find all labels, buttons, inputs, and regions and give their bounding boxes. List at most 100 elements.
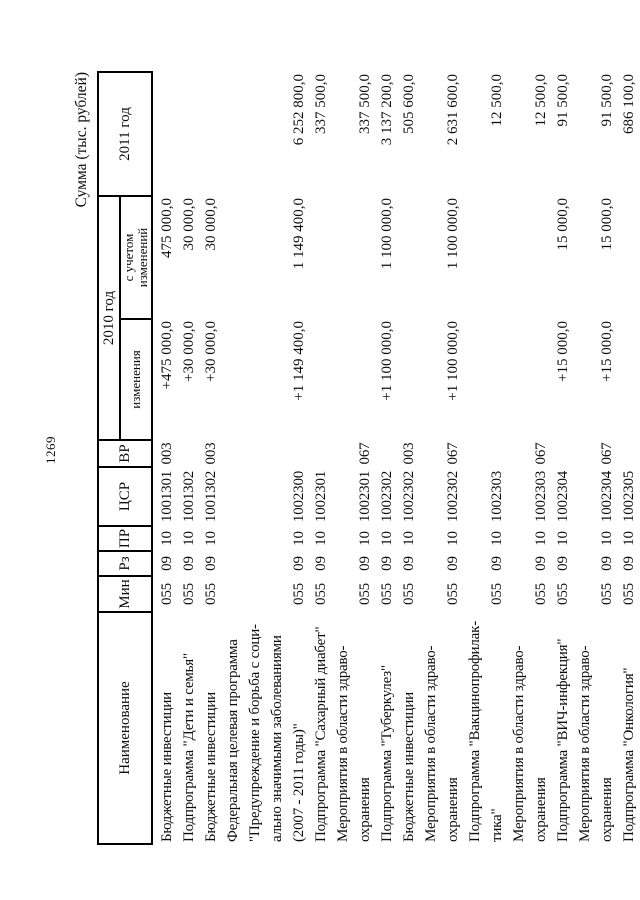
cell-2011: 12 500,0 — [489, 73, 505, 127]
col-header-min: Мин — [98, 576, 152, 612]
table-row: Мероприятия в области здраво- охранения … — [574, 72, 618, 844]
table-row: Подпрограмма "Туберкулез" 055 09 10 1002… — [376, 72, 398, 844]
cell-2011: 3 137 200,0 — [379, 73, 395, 146]
cell-rz: 09 — [159, 556, 175, 571]
cell-min: 055 — [621, 583, 637, 605]
cell-changes — [310, 319, 332, 440]
cell-vr — [310, 440, 332, 467]
page-number: 1269 — [43, 436, 58, 464]
col-header-csr: ЦСР — [98, 467, 152, 526]
table-row: Мероприятия в области здраво- охранения … — [420, 72, 464, 844]
col-header-2010: 2010 год — [98, 195, 120, 440]
cell-changes — [508, 319, 552, 440]
cell-pr: 10 — [533, 531, 549, 546]
cell-changes: +15 000,0 — [555, 321, 571, 382]
cell-with-changes: 1 100 000,0 — [445, 197, 461, 270]
cell-with-changes — [618, 196, 640, 319]
col-header-name: Наименование — [98, 612, 152, 844]
cell-vr: 067 — [357, 442, 373, 465]
cell-2011: 686 100,0 — [621, 73, 637, 134]
cell-name: Бюджетные инвестиции — [401, 692, 417, 842]
cell-2011 — [178, 72, 200, 196]
cell-pr: 10 — [555, 531, 571, 546]
cell-rz: 09 — [203, 556, 219, 571]
cell-name: Подпрограмма "Онкология" — [621, 667, 637, 842]
table-row: Бюджетные инвестиции 055 09 10 1001301 0… — [152, 72, 178, 844]
table-row: Подпрограмма "Вакцинопрофилак- тика" 055… — [464, 72, 508, 844]
cell-rz: 09 — [555, 556, 571, 571]
cell-2011: 91 500,0 — [555, 73, 571, 127]
cell-name: Подпрограмма "Туберкулез" — [379, 665, 395, 842]
col-header-changes: изменения — [120, 319, 152, 440]
cell-with-changes: 475 000,0 — [159, 197, 175, 258]
cell-changes — [398, 319, 420, 440]
cell-2011: 2 631 600,0 — [445, 73, 461, 146]
units-caption: Сумма (тыс. рублей) — [73, 72, 90, 208]
budget-table: Наименование Мин Рз ПР ЦСР ВР 2010 год 2… — [97, 71, 640, 845]
cell-csr: 1001302 — [181, 470, 197, 523]
cell-rz: 09 — [533, 556, 549, 571]
cell-pr: 10 — [445, 531, 461, 546]
cell-changes — [618, 319, 640, 440]
cell-changes: +475 000,0 — [159, 321, 175, 390]
cell-rz: 09 — [599, 556, 615, 571]
cell-rz: 09 — [181, 556, 197, 571]
col-header-vr: ВР — [98, 440, 152, 467]
cell-name: Мероприятия в области здраво- охранения — [335, 645, 373, 842]
cell-name: Подпрограмма "Сахарный диабет" — [313, 626, 329, 842]
cell-min: 055 — [533, 583, 549, 605]
cell-pr: 10 — [379, 531, 395, 546]
cell-min: 055 — [181, 583, 197, 605]
cell-csr: 1002305 — [621, 470, 637, 523]
cell-with-changes: 30 000,0 — [203, 197, 219, 251]
cell-pr: 10 — [181, 531, 197, 546]
cell-min: 055 — [357, 583, 373, 605]
cell-csr: 1002301 — [313, 470, 329, 523]
cell-2011: 337 500,0 — [313, 73, 329, 134]
table-row: Мероприятия в области здраво- охранения … — [332, 72, 376, 844]
cell-csr: 1002301 — [357, 470, 373, 523]
cell-with-changes — [310, 196, 332, 319]
table-body: Бюджетные инвестиции 055 09 10 1001301 0… — [152, 72, 640, 844]
col-header-rz: Рз — [98, 551, 152, 576]
cell-with-changes: 15 000,0 — [555, 197, 571, 251]
cell-pr: 10 — [489, 531, 505, 546]
cell-with-changes: 15 000,0 — [599, 197, 615, 251]
cell-csr: 1001301 — [159, 470, 175, 523]
cell-csr: 1001302 — [203, 470, 219, 523]
cell-changes: +15 000,0 — [599, 321, 615, 382]
cell-csr: 1002302 — [445, 470, 461, 523]
cell-rz: 09 — [313, 556, 329, 571]
cell-vr — [376, 440, 398, 467]
cell-name: Бюджетные инвестиции — [203, 692, 219, 842]
cell-csr: 1002303 — [489, 470, 505, 523]
cell-min: 055 — [379, 583, 395, 605]
table-row: Подпрограмма "Дети и семья" 055 09 10 10… — [178, 72, 200, 844]
cell-2011: 12 500,0 — [533, 73, 549, 127]
cell-rz: 09 — [489, 556, 505, 571]
cell-pr: 10 — [203, 531, 219, 546]
cell-name: Подпрограмма "ВИЧ-инфекция" — [555, 638, 571, 842]
col-header-pr: ПР — [98, 526, 152, 551]
cell-with-changes — [508, 196, 552, 319]
cell-vr: 003 — [203, 442, 219, 465]
cell-with-changes — [464, 196, 508, 319]
cell-with-changes: 30 000,0 — [181, 197, 197, 251]
cell-changes: +30 000,0 — [181, 321, 197, 382]
col-header-with-changes: с учетом изменений — [120, 195, 152, 319]
cell-with-changes: 1 149 400,0 — [291, 197, 307, 270]
cell-with-changes: 1 100 000,0 — [379, 197, 395, 270]
cell-vr — [618, 440, 640, 467]
cell-min: 055 — [445, 583, 461, 605]
cell-pr: 10 — [621, 531, 637, 546]
cell-pr: 10 — [599, 531, 615, 546]
cell-changes: +1 149 400,0 — [291, 321, 307, 401]
cell-min: 055 — [159, 583, 175, 605]
cell-csr: 1002304 — [555, 470, 571, 523]
cell-pr: 10 — [313, 531, 329, 546]
col-header-2011: 2011 год — [98, 71, 152, 196]
cell-vr — [464, 440, 508, 467]
cell-changes: +30 000,0 — [203, 321, 219, 382]
cell-vr — [552, 440, 574, 467]
table-row: Подпрограмма "Онкология" 055 09 10 10023… — [618, 72, 640, 844]
